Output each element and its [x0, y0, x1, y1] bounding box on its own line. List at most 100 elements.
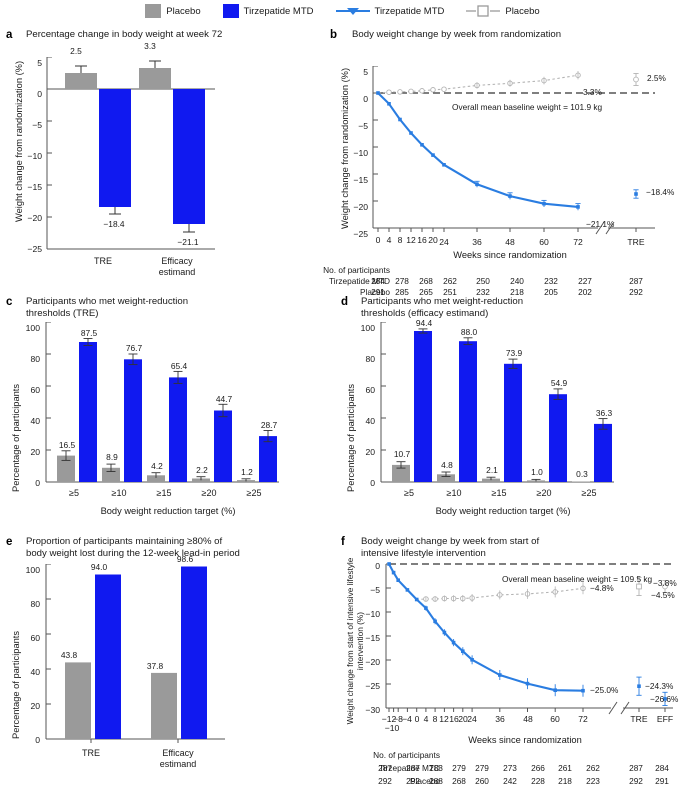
x-tick: 16 [449, 714, 459, 724]
y-tick: −10 [353, 148, 368, 158]
count-cell: 228 [531, 776, 545, 786]
panel-f-plot [383, 560, 683, 725]
x-category-label: ≥20 [201, 488, 217, 498]
bar-value-label: 2.2 [196, 465, 208, 475]
panel-d-letter: d [341, 296, 349, 308]
bar-value-label: 10.7 [393, 449, 411, 459]
y-tick: 20 [30, 447, 40, 457]
bar-value-label: 44.7 [215, 394, 233, 404]
panel-e-title-line1: Proportion of participants maintaining ≥… [26, 536, 223, 547]
x-tick: 8 [397, 235, 403, 245]
baseline-weight-note: Overall mean baseline weight = 109.5 kg [502, 574, 653, 584]
y-tick: 20 [365, 447, 375, 457]
placebo-end-label: 3.3% [583, 87, 602, 97]
bar-value-label: 4.8 [441, 460, 453, 470]
bar-value-label: 94.0 [90, 562, 108, 572]
y-tick: −5 [32, 120, 42, 130]
panel-e: e Proportion of participants maintaining… [0, 534, 345, 793]
bar-value-label: 2.5 [70, 46, 82, 56]
panel-f-counts-table: No. of participants Tirzepatide MTD Plac… [340, 750, 685, 786]
count-cell: 283 [429, 763, 443, 773]
y-tick: −20 [353, 202, 368, 212]
panel-b-letter: b [330, 29, 338, 41]
count-cell: 279 [452, 763, 466, 773]
panel-d: d Participants who met weight-reduction … [340, 292, 685, 532]
count-cell: 232 [476, 287, 490, 297]
count-cell: 278 [395, 276, 409, 286]
bar-value-label: 0.3 [576, 469, 588, 479]
count-cell: 265 [419, 287, 433, 297]
x-tick: 60 [539, 237, 549, 247]
count-cell: 205 [544, 287, 558, 297]
panel-c-title-line1: Participants who met weight-reduction [26, 296, 189, 307]
panel-e-plot [43, 564, 228, 749]
count-cell-endpoint: 292 [629, 776, 643, 786]
x-tick: −4 [402, 714, 412, 724]
bar-value-label: 73.9 [505, 348, 523, 358]
x-category-label: TRE [94, 256, 112, 266]
x-tick: 36 [472, 237, 482, 247]
bar-value-label: 3.3 [144, 41, 156, 51]
x-category-label: ≥5 [69, 488, 79, 498]
count-cell: 287 [406, 763, 420, 773]
count-cell: 284 [371, 276, 385, 286]
x-tick: 36 [495, 714, 505, 724]
y-tick: 80 [30, 599, 40, 609]
blue-line-marker-icon [335, 5, 370, 17]
y-tick: −5 [370, 585, 380, 595]
panel-c-x-axis-title: Body weight reduction target (%) [100, 506, 236, 516]
panel-b-title: Body weight change by week from randomiz… [352, 29, 562, 40]
tirzepatide-end-label: −25.0% [590, 685, 619, 695]
x-category-label: ≥25 [581, 488, 597, 498]
bar-value-label: 36.3 [595, 408, 613, 418]
panel-a-plot [45, 57, 215, 257]
x-tick-break: TRE [627, 237, 645, 247]
x-tick: 20 [458, 714, 468, 724]
count-cell: 218 [510, 287, 524, 297]
count-cell-lead: 287 [378, 763, 392, 773]
bar-value-label: 76.7 [125, 343, 143, 353]
y-tick: 0 [375, 561, 380, 571]
panel-b-x-axis-title: Weeks since randomization [453, 250, 567, 260]
count-cell: 250 [476, 276, 490, 286]
x-category-label: ≥10 [111, 488, 127, 498]
panel-c-title-line2: thresholds (TRE) [26, 308, 99, 319]
count-cell: 202 [578, 287, 592, 297]
count-cell: 260 [475, 776, 489, 786]
x-category-label: ≥15 [491, 488, 507, 498]
y-tick: 80 [365, 354, 375, 364]
y-tick: −25 [365, 681, 380, 691]
y-tick: 0 [35, 478, 40, 488]
y-tick: −30 [365, 705, 380, 715]
count-cell: 268 [452, 776, 466, 786]
count-cell: 279 [475, 763, 489, 773]
tirzepatide-endpoint-label: −18.4% [646, 187, 675, 197]
count-cell: 223 [586, 776, 600, 786]
bar-value-label: 87.5 [80, 328, 98, 338]
legend-label: Tirzepatide MTD [243, 5, 314, 17]
x-tick: 16 [417, 235, 427, 245]
legend-label: Placebo [166, 5, 201, 17]
y-tick: 0 [370, 478, 375, 488]
x-category-label: estimand [158, 267, 196, 277]
tirzepatide-end-label: −21.1% [586, 219, 615, 229]
x-category-label: Efficacy [161, 256, 193, 266]
panel-b-counts-table: No. of participants Tirzepatide MTD Plac… [323, 265, 685, 297]
legend-label: Placebo [505, 5, 540, 17]
x-category-label: estimand [159, 759, 197, 769]
y-tick: −15 [27, 182, 42, 192]
x-tick: 72 [573, 237, 583, 247]
panel-c-plot [43, 322, 283, 492]
x-tick: 24 [439, 237, 449, 247]
x-tick: 0 [414, 714, 420, 724]
y-tick: 5 [37, 58, 42, 68]
placebo-eff-endpoint-label: −3.8% [653, 578, 677, 588]
bar-value-label: 65.4 [170, 361, 188, 371]
count-cell: 285 [395, 287, 409, 297]
placebo-tre-endpoint-label: −4.5% [651, 590, 675, 600]
y-tick: 5 [363, 67, 368, 77]
counts-header: No. of participants [373, 750, 440, 760]
tirzepatide-eff-endpoint-label: −26.6% [650, 694, 679, 704]
x-category-label: ≥15 [156, 488, 172, 498]
panel-a-y-axis-title: Weight change from randomization (%) [14, 60, 24, 222]
